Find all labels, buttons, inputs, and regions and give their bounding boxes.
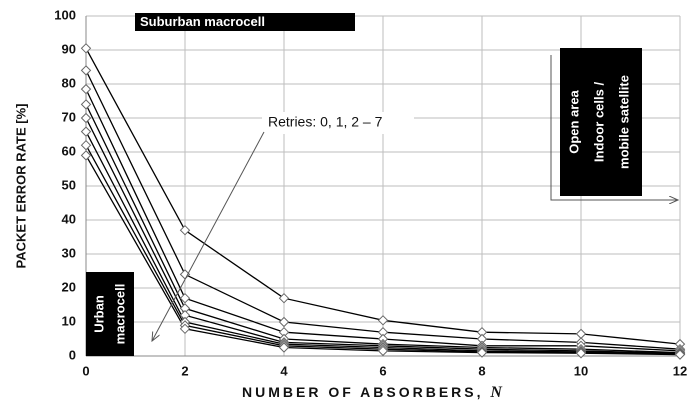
- y-tick-label: 10: [62, 313, 76, 328]
- suburban-label: Suburban macrocell: [140, 14, 265, 29]
- y-tick-label: 90: [62, 41, 76, 56]
- x-tick-label: 6: [379, 363, 386, 378]
- marker: [278, 316, 290, 328]
- marker: [377, 345, 389, 357]
- x-axis-var: N: [489, 384, 503, 401]
- retries-arrow: [152, 131, 265, 341]
- marker: [80, 99, 92, 110]
- marker: [179, 292, 191, 304]
- marker: [674, 349, 686, 360]
- x-tick-label: 4: [280, 363, 288, 378]
- x-tick-label: 2: [181, 363, 188, 378]
- marker: [278, 292, 290, 304]
- suburban-box: [135, 13, 355, 31]
- y-tick-label: 80: [62, 75, 76, 90]
- ticks: 0 10 20 30 40 50 60 70 80 90 100 0 2 4 6 8 10 12: [54, 7, 687, 378]
- y-tick-label: 70: [62, 109, 76, 124]
- y-axis-label: PACKET ERROR RATE [%]: [13, 104, 28, 269]
- y-tick-label: 60: [62, 143, 76, 158]
- marker: [80, 43, 92, 54]
- x-axis-label: NUMBER OF ABSORBERS, N: [242, 384, 503, 401]
- markers: [80, 43, 686, 360]
- x-tick-label: 0: [82, 363, 89, 378]
- y-tick-label: 50: [62, 177, 76, 192]
- y-tick-label: 30: [62, 245, 76, 260]
- x-axis-label-text: NUMBER OF ABSORBERS,: [242, 384, 484, 400]
- marker: [80, 65, 92, 76]
- marker: [80, 126, 92, 137]
- marker: [179, 323, 191, 335]
- marker: [80, 150, 92, 161]
- marker: [179, 224, 191, 236]
- marker: [278, 342, 290, 353]
- open-label: Open area: [566, 89, 581, 153]
- marker: [80, 83, 92, 95]
- urban-label: Urban: [91, 295, 106, 333]
- y-tick-label: 40: [62, 211, 76, 226]
- open-arrow: [550, 55, 678, 200]
- marker: [575, 328, 587, 340]
- x-tick-label: 10: [574, 363, 588, 378]
- marker: [80, 139, 92, 151]
- y-tick-label: 0: [69, 347, 76, 362]
- retries-label: Retries: 0, 1, 2 – 7: [268, 114, 383, 130]
- open-label: mobile satellite: [616, 75, 631, 169]
- marker: [575, 348, 587, 359]
- urban-box: [86, 272, 134, 356]
- marker: [80, 112, 92, 124]
- urban-label: macrocell: [112, 284, 127, 345]
- open-label: Indoor cells /: [591, 82, 606, 163]
- x-tick-label: 8: [478, 363, 485, 378]
- open-box: [560, 48, 642, 196]
- marker: [377, 315, 389, 326]
- y-tick-label: 20: [62, 279, 76, 294]
- marker: [476, 347, 488, 358]
- y-tick-label: 100: [54, 7, 76, 22]
- x-tick-label: 12: [673, 363, 687, 378]
- retries-bg: [262, 112, 414, 134]
